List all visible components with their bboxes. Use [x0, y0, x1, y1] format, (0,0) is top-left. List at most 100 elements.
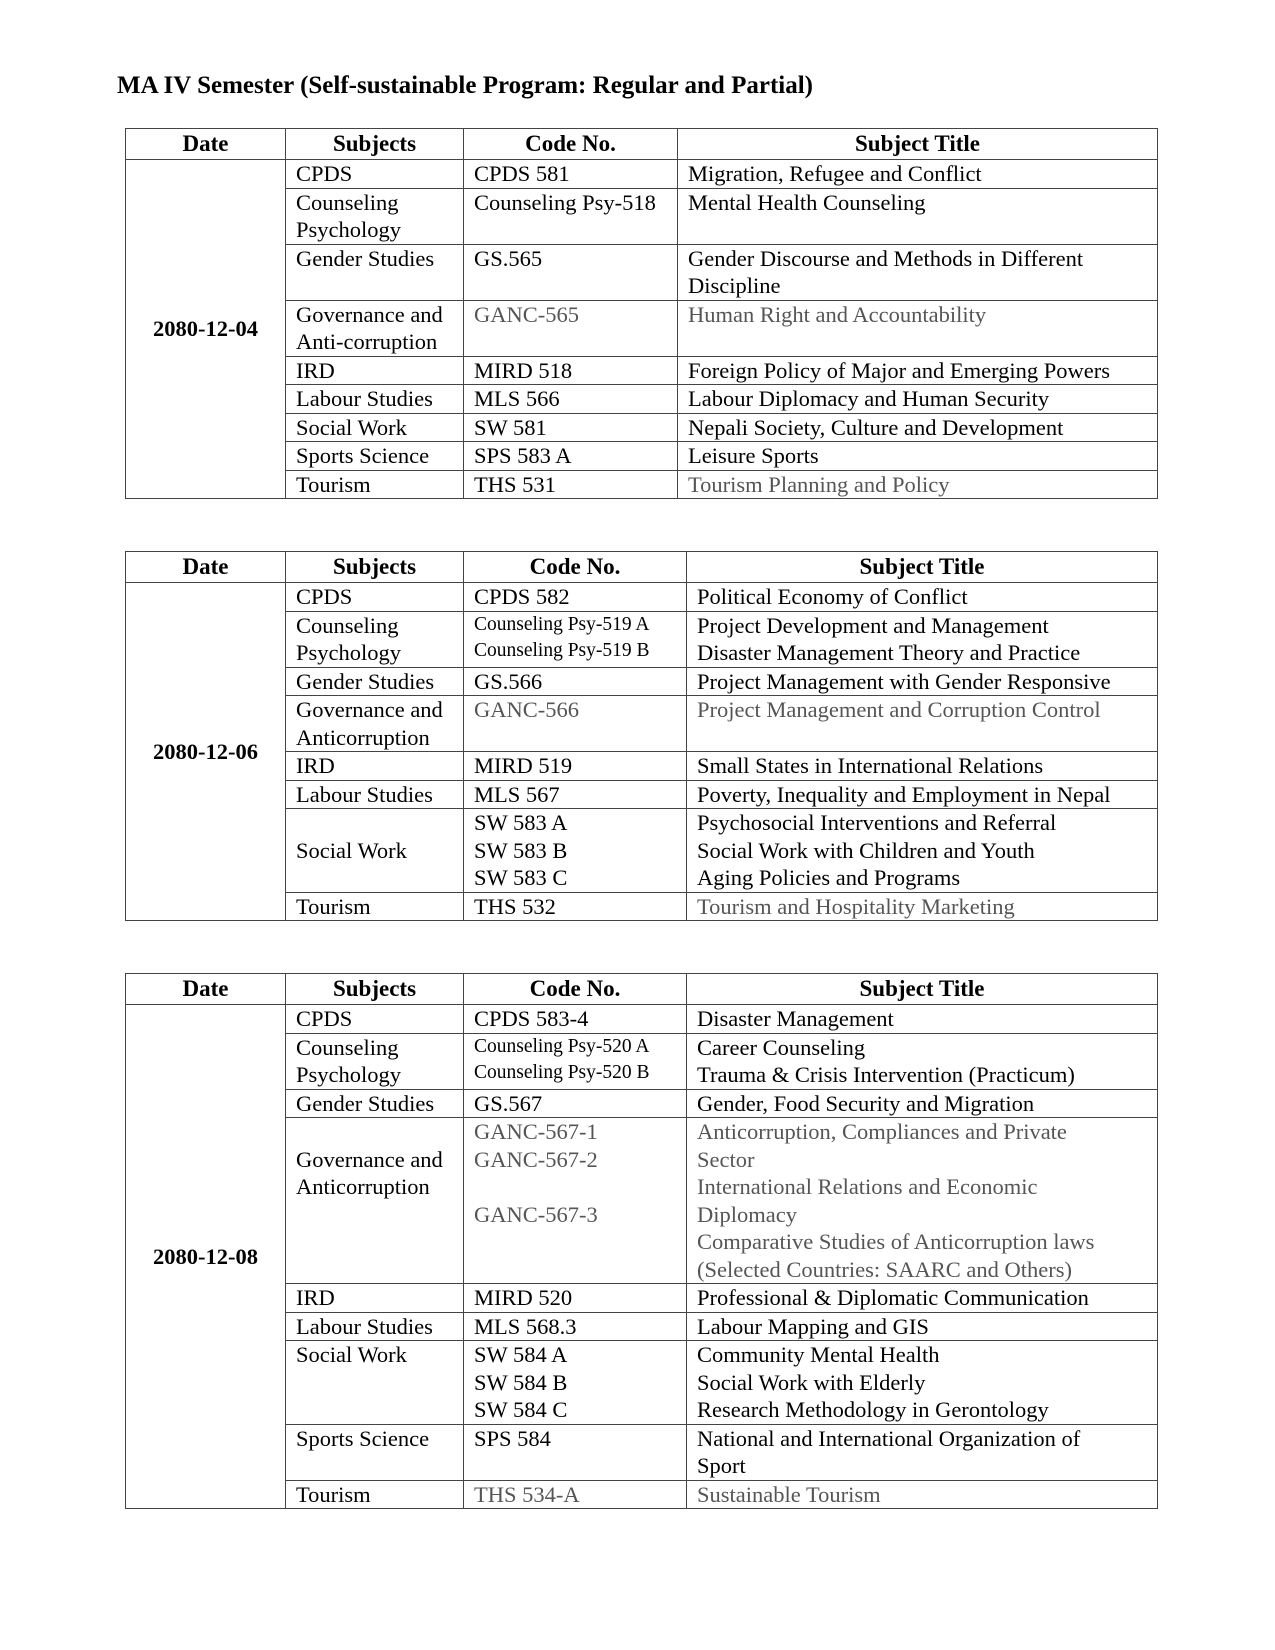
code-cell: MLS 566 — [463, 384, 678, 414]
subject-title-cell: Poverty, Inequality and Employment in Ne… — [686, 779, 1158, 809]
column-header: Code No. — [463, 973, 687, 1005]
subject-title-line: International Relations and Economic — [697, 1174, 1038, 1199]
subject-title-line: Mental Health Counseling — [688, 189, 926, 215]
subject-line: CPDS — [296, 161, 353, 186]
subject-title-line: Gender, Food Security and Migration — [697, 1090, 1035, 1116]
subject-title-cell: National and International Organization … — [686, 1423, 1158, 1481]
subject-cell: Gender Studies — [285, 666, 464, 696]
code-cell: MIRD 520 — [463, 1283, 687, 1313]
subject-line: IRD — [296, 357, 335, 383]
column-header: Code No. — [463, 128, 678, 160]
code-cell: CPDS 583-4 — [463, 1004, 687, 1034]
code-cell: GANC-566 — [463, 695, 687, 752]
code-line: CPDS 582 — [474, 584, 570, 609]
subject-title-cell: Labour Diplomacy and Human Security — [677, 384, 1158, 414]
subject-line: Labour Studies — [296, 781, 433, 807]
subject-line: Gender Studies — [296, 245, 435, 271]
table-row: Sports Science SPS 584 National and Intern… — [126, 1423, 1158, 1481]
table-row: 2080-12-06 CPDS CPDS 582 Political Economy … — [125, 582, 1158, 921]
subject-title-cell: Human Right and Accountability — [677, 299, 1158, 357]
code-line: Counseling Psy-520 B — [474, 1061, 650, 1083]
subject-title-line: Project Management and Corruption Contro… — [697, 697, 1101, 722]
exam-schedule-table: Date Subjects Code No. Subject Title 2080-12… — [125, 128, 1158, 499]
code-line: MLS 567 — [474, 781, 560, 807]
subject-line: Anticorruption — [296, 724, 430, 750]
code-line — [474, 1173, 676, 1201]
code-cell: MLS 568.3 — [463, 1311, 687, 1341]
subject-line: Tourism — [296, 1481, 371, 1507]
code-cell: THS 534-A — [463, 1479, 687, 1509]
subject-title-line: Labour Mapping and GIS — [697, 1313, 929, 1339]
code-line: SPS 584 — [474, 1425, 551, 1451]
subject-cell: CPDS — [285, 1004, 464, 1034]
subject-title-cell: Professional & Diplomatic Communication — [686, 1283, 1158, 1313]
code-line: CPDS 583-4 — [474, 1006, 589, 1031]
column-header: Date — [125, 973, 286, 1005]
subject-title-line: Professional & Diplomatic Communication — [697, 1285, 1089, 1310]
code-line: SW 584 C — [474, 1397, 568, 1422]
subject-line: Gender Studies — [296, 668, 435, 694]
column-header: Subject Title — [686, 551, 1158, 583]
table-row: Social Work SW 584 A SW 584 B SW 584 C Commu… — [126, 1340, 1158, 1425]
code-cell: GANC-567-1 GANC-567-2 GANC-567-3 — [463, 1117, 687, 1284]
subject-cell: Labour Studies — [285, 384, 464, 414]
subject-title-line: Disaster Management — [697, 1006, 894, 1031]
subject-title-line: Social Work with Elderly — [697, 1369, 926, 1395]
exam-date: 2080-12-04 — [125, 159, 286, 499]
subject-title-line: Sport — [697, 1453, 746, 1478]
subject-title-line: Tourism and Hospitality Marketing — [697, 893, 1015, 919]
subject-title-cell: Community Mental Health Social Work with … — [686, 1340, 1158, 1425]
page-title: MA IV Semester (Self-sustainable Program… — [117, 72, 813, 99]
code-line: SW 583 B — [474, 837, 568, 863]
code-line: THS 532 — [474, 893, 556, 919]
subject-title-cell: Sustainable Tourism — [686, 1479, 1158, 1509]
subject-line: Sports Science — [296, 443, 430, 468]
code-cell: Counseling Psy-519 A Counseling Psy-519 B — [463, 610, 687, 668]
code-line: Counseling Psy-520 A — [474, 1035, 650, 1057]
subject-line: CPDS — [296, 584, 353, 609]
subject-title-cell: Nepali Society, Culture and Development — [677, 412, 1158, 442]
code-line: MIRD 519 — [474, 753, 573, 778]
code-cell: THS 531 — [463, 469, 678, 499]
subject-cell: Counseling Psychology — [285, 1032, 464, 1090]
subject-line: Tourism — [296, 471, 371, 497]
subject-line: Counseling — [296, 189, 399, 215]
code-line: SW 583 C — [474, 865, 568, 890]
subject-line: Anti-corruption — [296, 329, 438, 354]
subject-line: Labour Studies — [296, 386, 433, 411]
subject-line: Psychology — [296, 217, 402, 242]
subject-title-cell: Tourism and Hospitality Marketing — [686, 891, 1158, 921]
column-header: Subject Title — [686, 973, 1158, 1005]
subject-title-line: Sustainable Tourism — [697, 1481, 881, 1507]
code-cell: SW 583 A SW 583 B SW 583 C — [463, 808, 687, 893]
subject-title-line: Psychosocial Interventions and Referral — [697, 810, 1057, 835]
code-line: Counseling Psy-519 B — [474, 639, 650, 661]
header-row: Date Subjects Code No. Subject Title — [125, 128, 1158, 160]
subject-title-line: Career Counseling — [697, 1034, 866, 1060]
code-cell: SPS 584 — [463, 1423, 687, 1481]
exam-date: 2080-12-06 — [125, 582, 286, 921]
subject-cell: CPDS — [285, 159, 464, 189]
table-row: Governance and Anti-corruption GANC-565 Hum… — [126, 299, 1158, 357]
subject-title-cell: Project Development and Management Disast… — [686, 610, 1158, 668]
subject-line: Counseling — [296, 1034, 399, 1060]
table-row: Social Work SW 583 A SW 583 B SW 583 C Psych… — [126, 808, 1158, 893]
code-line: THS 531 — [474, 471, 556, 497]
subject-title-line: Leisure Sports — [688, 443, 819, 468]
table-row: Gender Studies GS.567 Gender, Food Securit… — [126, 1088, 1158, 1118]
subject-title-cell: Foreign Policy of Major and Emerging Pow… — [677, 355, 1158, 385]
subject-cell: Gender Studies — [285, 243, 464, 301]
code-line: THS 534-A — [474, 1481, 580, 1507]
subject-title-line: Disaster Management Theory and Practice — [697, 640, 1081, 665]
subject-cell: CPDS — [285, 582, 464, 612]
code-cell: CPDS 582 — [463, 582, 687, 612]
code-cell: GS.567 — [463, 1088, 687, 1118]
table-row: Tourism THS 532 Tourism and Hospitality Ma… — [126, 891, 1158, 921]
table-row: Counseling Psychology Counseling Psy-518 Me… — [126, 187, 1158, 245]
subject-line: Tourism — [296, 893, 371, 919]
table-row: 2080-12-08 CPDS CPDS 583-4 Disaster Managem… — [125, 1004, 1158, 1509]
subject-cell: Labour Studies — [285, 779, 464, 809]
subject-line: Social Work — [296, 414, 407, 440]
subject-cell: Social Work — [285, 1340, 464, 1425]
table-row: Labour Studies MLS 566 Labour Diplomacy an… — [126, 384, 1158, 414]
